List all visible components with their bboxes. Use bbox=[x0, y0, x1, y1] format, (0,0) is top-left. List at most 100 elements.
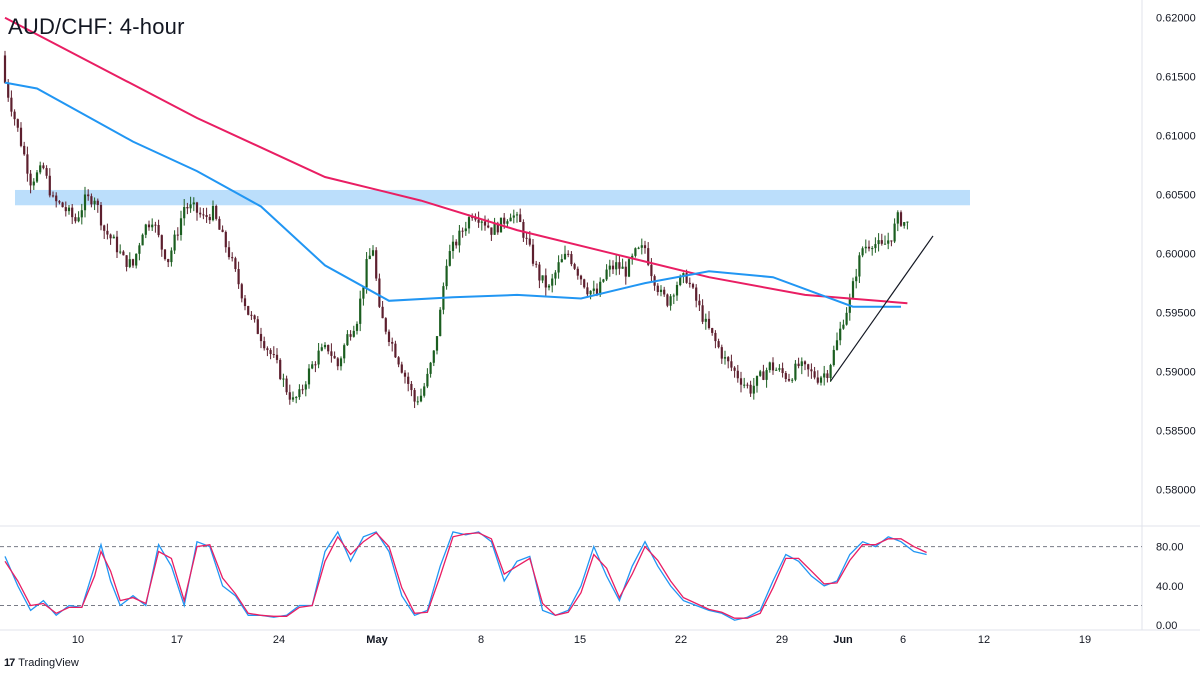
candle bbox=[45, 165, 48, 179]
candle bbox=[397, 356, 400, 368]
candle bbox=[183, 199, 186, 226]
candle bbox=[464, 221, 467, 236]
candle-body bbox=[157, 224, 160, 236]
candle-body bbox=[339, 358, 343, 367]
candle-body bbox=[138, 245, 141, 254]
candle-body bbox=[727, 357, 730, 362]
candle-body bbox=[32, 181, 35, 186]
candle bbox=[365, 252, 368, 294]
candle bbox=[275, 348, 279, 364]
candle bbox=[362, 287, 365, 306]
candle bbox=[432, 350, 435, 367]
candle bbox=[819, 375, 823, 386]
candle bbox=[192, 197, 195, 212]
candle-body bbox=[87, 194, 90, 197]
candle bbox=[547, 283, 551, 291]
candle-body bbox=[602, 279, 605, 282]
candle-body bbox=[413, 390, 416, 402]
candle bbox=[899, 210, 903, 228]
candle bbox=[125, 255, 128, 272]
candle-body bbox=[311, 364, 314, 369]
candle bbox=[42, 162, 45, 170]
price-tick-label: 0.61500 bbox=[1156, 72, 1196, 84]
candle-body bbox=[35, 172, 39, 182]
candle-body bbox=[579, 275, 583, 280]
candle-body bbox=[711, 328, 714, 333]
brand-label: TradingView bbox=[18, 657, 79, 669]
candle bbox=[842, 319, 845, 330]
candle bbox=[39, 161, 42, 175]
candle-body bbox=[215, 205, 218, 219]
candle-body bbox=[554, 272, 557, 279]
candle bbox=[864, 239, 867, 254]
candle bbox=[186, 202, 189, 215]
date-tick-label: May bbox=[366, 634, 388, 646]
candle-body bbox=[371, 250, 375, 256]
candle-body bbox=[704, 318, 707, 322]
candle-body bbox=[887, 240, 890, 244]
candle bbox=[67, 204, 71, 215]
candle-body bbox=[842, 324, 845, 329]
candle-body bbox=[717, 341, 720, 348]
candle-body bbox=[74, 217, 77, 222]
candle-body bbox=[208, 217, 211, 221]
candle-body bbox=[375, 250, 378, 279]
stochastic-line-1 bbox=[4, 530, 927, 621]
candle-body bbox=[743, 384, 746, 386]
candle bbox=[605, 264, 608, 282]
candle bbox=[451, 235, 455, 259]
candle bbox=[720, 344, 723, 364]
candle bbox=[551, 273, 554, 293]
candle bbox=[778, 364, 781, 372]
candle-body bbox=[496, 223, 499, 233]
candle-body bbox=[771, 362, 775, 371]
candle-body bbox=[535, 263, 538, 265]
candle bbox=[602, 278, 605, 283]
candle-body bbox=[3, 55, 7, 83]
candle-body bbox=[775, 369, 778, 371]
candle-body bbox=[522, 222, 525, 238]
candle bbox=[826, 369, 829, 383]
candle bbox=[682, 272, 685, 284]
candle-body bbox=[618, 262, 621, 269]
candle bbox=[576, 266, 579, 280]
price-tick-label: 0.60500 bbox=[1156, 190, 1196, 202]
candle bbox=[624, 261, 627, 285]
candle bbox=[327, 344, 330, 355]
candle bbox=[221, 225, 224, 233]
candle-body bbox=[144, 224, 147, 235]
candle-body bbox=[749, 384, 752, 394]
candle bbox=[765, 367, 768, 388]
candle bbox=[701, 299, 704, 325]
candle bbox=[205, 207, 208, 223]
candle bbox=[707, 311, 711, 330]
candle-body bbox=[71, 207, 74, 218]
candle-body bbox=[605, 269, 608, 280]
candle-body bbox=[835, 340, 839, 350]
candle-body bbox=[432, 350, 435, 363]
candle-body bbox=[682, 273, 685, 277]
candle bbox=[589, 290, 592, 300]
candle bbox=[906, 221, 909, 230]
candle-body bbox=[768, 362, 771, 371]
candle bbox=[608, 259, 611, 277]
candle-body bbox=[493, 223, 496, 235]
candle-body bbox=[259, 333, 263, 342]
candle bbox=[35, 170, 39, 183]
candle bbox=[730, 354, 733, 372]
candle-body bbox=[714, 332, 717, 342]
candle bbox=[531, 239, 535, 267]
candle bbox=[736, 364, 739, 383]
candle bbox=[218, 216, 221, 230]
candle-body bbox=[115, 236, 119, 253]
candle bbox=[727, 356, 730, 369]
candle-body bbox=[327, 344, 330, 352]
candle bbox=[832, 345, 835, 367]
candle-body bbox=[474, 217, 477, 220]
candle bbox=[266, 346, 269, 357]
price-tick-label: 0.59000 bbox=[1156, 367, 1196, 379]
candle bbox=[32, 178, 35, 190]
candle bbox=[445, 259, 448, 290]
date-tick-label: 17 bbox=[171, 634, 183, 646]
